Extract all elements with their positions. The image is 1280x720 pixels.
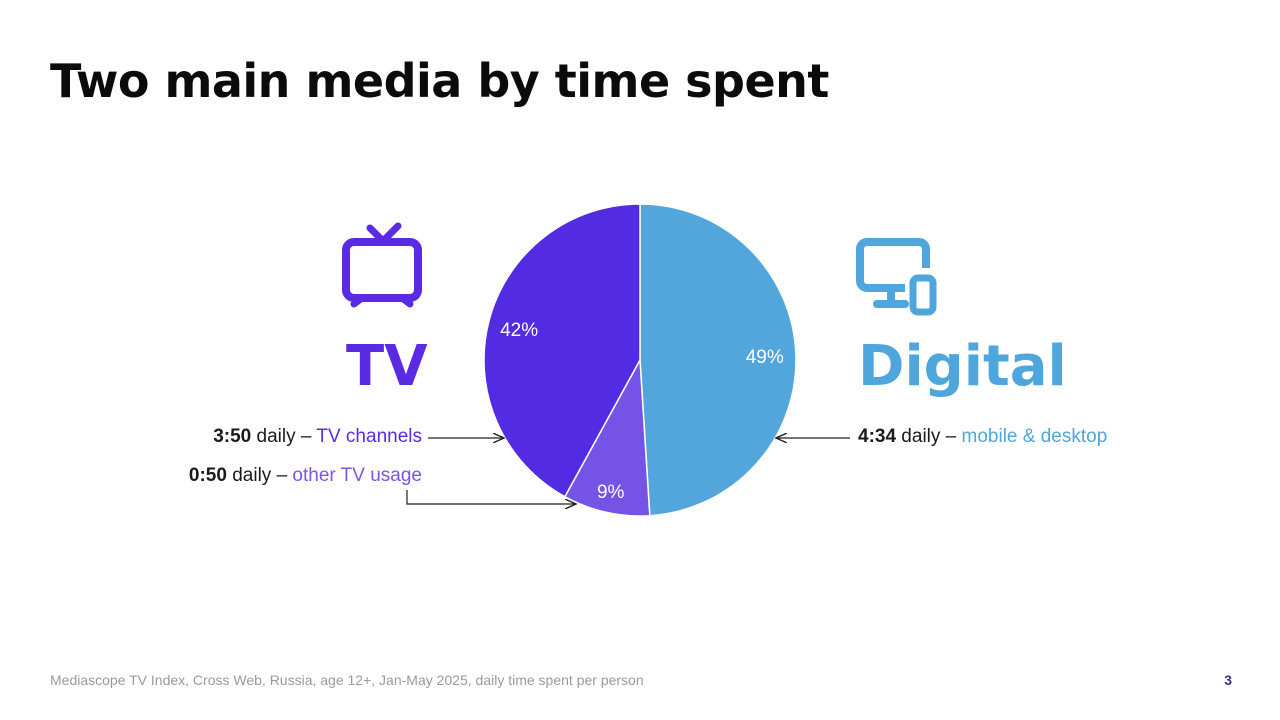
pie-slice-other-tv-usage — [563, 357, 651, 517]
pie-slice-tv-channels — [483, 203, 641, 498]
pie-label-tv-channels: 42% — [500, 320, 538, 341]
other-tv-label: other TV usage — [292, 465, 422, 486]
other-tv-note: 0:50 daily – other TV usage — [189, 465, 422, 487]
other-tv-daily-text: daily – — [226, 465, 293, 486]
monitor-phone-icon — [856, 238, 937, 316]
pie-label-other-tv-usage: 9% — [597, 482, 625, 503]
page-title: Two main media by time spent — [50, 54, 829, 108]
tv-channels-daily-text: daily – — [251, 426, 317, 447]
digital-note: 4:34 daily – mobile & desktop — [858, 426, 1107, 448]
tv-channels-time: 3:50 — [213, 426, 252, 447]
pie-slice-digital — [639, 203, 797, 517]
tv-channels-note: 3:50 daily – TV channels — [213, 426, 422, 448]
pie-label-digital: 49% — [746, 347, 784, 368]
page-number: 3 — [1224, 672, 1232, 688]
other-tv-time: 0:50 — [188, 465, 227, 486]
digital-devices-label: mobile & desktop — [961, 426, 1108, 447]
digital-time: 4:34 — [858, 426, 897, 447]
digital-heading: Digital — [858, 334, 1067, 399]
tv-heading: TV — [346, 334, 428, 399]
source-footnote: Mediascope TV Index, Cross Web, Russia, … — [50, 672, 644, 688]
other-tv-arrow — [406, 490, 576, 504]
tv-icon — [342, 222, 422, 308]
digital-daily-text: daily – — [896, 426, 962, 447]
tv-channels-label: TV channels — [316, 426, 422, 447]
